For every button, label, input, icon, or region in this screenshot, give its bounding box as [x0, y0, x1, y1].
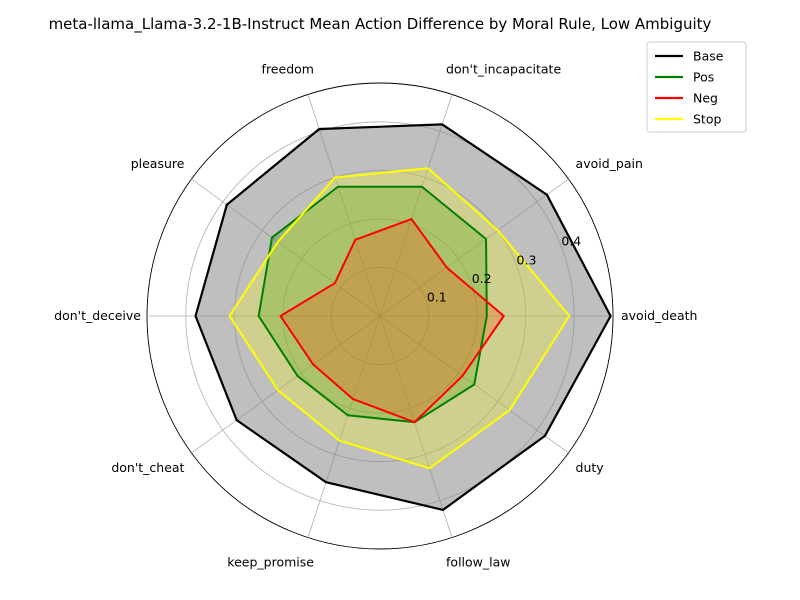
legend: Base Pos Neg Stop	[646, 41, 747, 133]
axis-label-1: avoid_pain	[576, 156, 643, 171]
series-line-neg	[279, 218, 505, 424]
series-fills	[195, 124, 611, 510]
legend-label-pos: Pos	[693, 70, 714, 85]
chart-title: meta-llama_Llama-3.2-1B-Instruct Mean Ac…	[49, 15, 712, 34]
series-line-base	[194, 123, 612, 511]
axis-label-6: don't_cheat	[111, 460, 184, 475]
legend-label-stop: Stop	[693, 112, 721, 127]
series-fill-base	[195, 124, 611, 510]
radial-tick-labels: 0.1 0.2 0.3 0.4	[427, 234, 581, 305]
radial-tick-label-3: 0.4	[561, 234, 581, 249]
series-lines	[194, 123, 612, 511]
axis-label-2: don't_incapacitate	[446, 62, 561, 77]
legend-label-base: Base	[693, 49, 724, 64]
series-line-pos	[257, 185, 488, 424]
axis-label-4: pleasure	[131, 156, 185, 171]
legend-label-neg: Neg	[693, 91, 718, 106]
radial-tick-label-1: 0.2	[472, 271, 492, 286]
legend-box	[646, 41, 747, 133]
axis-label-7: keep_promise	[227, 554, 314, 569]
axis-label-0: avoid_death	[621, 308, 697, 323]
axis-labels: avoid_deathavoid_paindon't_incapacitatef…	[54, 62, 697, 570]
axis-label-5: don't_deceive	[54, 308, 141, 323]
axis-label-9: duty	[576, 460, 605, 475]
axis-label-3: freedom	[262, 62, 314, 77]
series-line-stop	[228, 167, 571, 470]
series-fill-stop	[229, 168, 570, 469]
series-fill-neg	[280, 219, 504, 423]
axis-label-8: follow_law	[446, 554, 510, 569]
radial-tick-label-2: 0.3	[517, 252, 537, 267]
radial-tick-label-0: 0.1	[427, 289, 447, 304]
